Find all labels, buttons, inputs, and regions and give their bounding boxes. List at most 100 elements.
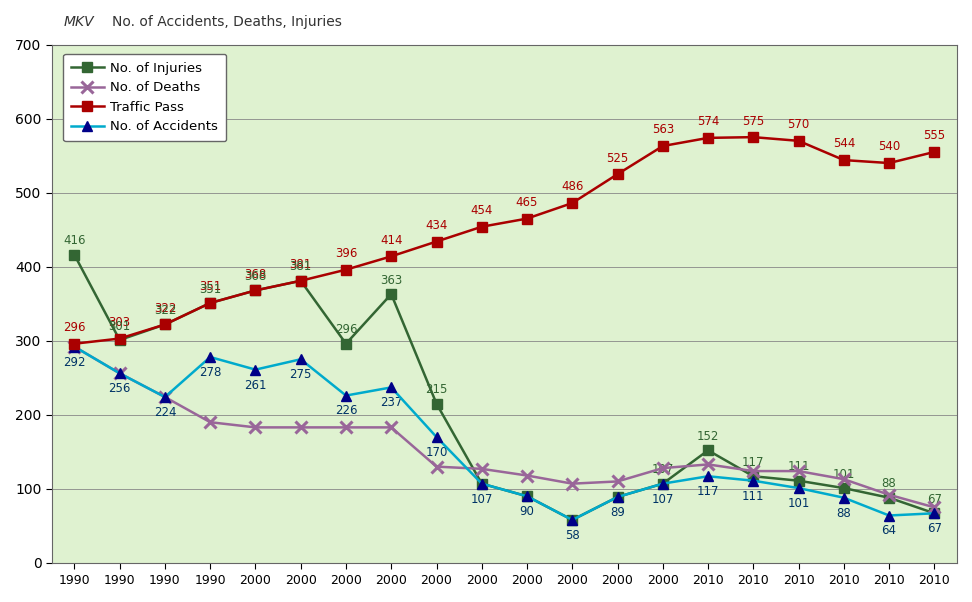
Traffic Pass <box>340 266 352 273</box>
Text: 237: 237 <box>380 396 402 409</box>
Text: 575: 575 <box>743 114 764 128</box>
Text: 368: 368 <box>244 270 266 283</box>
No. of Accidents <box>295 356 306 363</box>
Text: 111: 111 <box>787 461 810 473</box>
Text: 215: 215 <box>426 383 448 396</box>
Text: 351: 351 <box>199 282 222 296</box>
No. of Accidents <box>793 485 805 492</box>
Text: 88: 88 <box>837 507 851 520</box>
No. of Injuries <box>884 494 895 501</box>
No. of Deaths <box>340 424 352 431</box>
Line: Traffic Pass: Traffic Pass <box>70 132 939 349</box>
No. of Injuries <box>295 277 306 284</box>
No. of Injuries <box>747 473 759 480</box>
Text: 101: 101 <box>787 497 810 510</box>
Text: 117: 117 <box>697 485 719 498</box>
Text: 381: 381 <box>290 258 312 271</box>
Text: 296: 296 <box>334 323 358 337</box>
Text: 544: 544 <box>833 137 855 150</box>
No. of Injuries <box>204 299 216 306</box>
Text: 555: 555 <box>923 129 946 142</box>
Traffic Pass <box>69 340 81 347</box>
Text: 434: 434 <box>426 219 448 232</box>
No. of Accidents <box>611 494 623 501</box>
No. of Deaths <box>69 343 81 350</box>
No. of Accidents <box>250 366 261 373</box>
Traffic Pass <box>204 299 216 306</box>
No. of Accidents <box>567 517 578 524</box>
No. of Accidents <box>884 512 895 519</box>
Text: 64: 64 <box>882 524 896 538</box>
No. of Injuries <box>793 477 805 485</box>
No. of Deaths <box>611 478 623 485</box>
No. of Deaths <box>793 468 805 475</box>
Text: 89: 89 <box>610 506 625 519</box>
Text: 292: 292 <box>63 356 86 368</box>
Text: MKV: MKV <box>63 15 94 29</box>
Text: 363: 363 <box>380 274 402 287</box>
Traffic Pass <box>476 223 488 231</box>
Text: 152: 152 <box>697 430 719 443</box>
Traffic Pass <box>657 143 669 150</box>
No. of Injuries <box>611 494 623 501</box>
No. of Deaths <box>747 468 759 475</box>
Text: 322: 322 <box>154 304 176 317</box>
No. of Injuries <box>250 287 261 294</box>
No. of Injuries <box>386 291 398 298</box>
No. of Injuries <box>657 480 669 487</box>
No. of Accidents <box>114 370 125 377</box>
Text: 563: 563 <box>651 123 674 137</box>
Traffic Pass <box>611 170 623 178</box>
Text: 296: 296 <box>63 321 86 334</box>
Text: 322: 322 <box>154 302 176 315</box>
Text: 486: 486 <box>561 181 583 193</box>
No. of Deaths <box>476 465 488 473</box>
No. of Deaths <box>838 476 850 483</box>
Text: 540: 540 <box>878 140 900 154</box>
No. of Accidents <box>431 433 442 441</box>
No. of Deaths <box>114 370 125 377</box>
No. of Deaths <box>431 463 442 470</box>
Text: 465: 465 <box>516 196 538 209</box>
Traffic Pass <box>295 277 306 284</box>
No. of Accidents <box>702 473 713 480</box>
Text: 226: 226 <box>334 405 358 417</box>
Line: No. of Deaths: No. of Deaths <box>69 341 940 513</box>
Text: 368: 368 <box>244 268 266 281</box>
No. of Deaths <box>204 418 216 426</box>
Text: 396: 396 <box>334 247 357 260</box>
No. of Accidents <box>340 392 352 399</box>
Traffic Pass <box>250 287 261 294</box>
No. of Deaths <box>159 394 171 401</box>
Legend: No. of Injuries, No. of Deaths, Traffic Pass, No. of Accidents: No. of Injuries, No. of Deaths, Traffic … <box>63 54 226 141</box>
Text: 67: 67 <box>927 522 942 535</box>
Text: 278: 278 <box>199 366 222 379</box>
No. of Deaths <box>928 504 940 511</box>
Text: No. of Accidents, Deaths, Injuries: No. of Accidents, Deaths, Injuries <box>112 15 341 29</box>
No. of Injuries <box>521 492 533 500</box>
No. of Deaths <box>295 424 306 431</box>
No. of Injuries <box>340 340 352 347</box>
Traffic Pass <box>386 253 398 260</box>
Traffic Pass <box>747 134 759 141</box>
Traffic Pass <box>928 148 940 155</box>
Traffic Pass <box>702 134 713 141</box>
Text: 170: 170 <box>426 446 448 459</box>
Text: 416: 416 <box>63 234 86 247</box>
Traffic Pass <box>114 335 125 342</box>
No. of Deaths <box>702 461 713 468</box>
No. of Accidents <box>657 480 669 487</box>
Traffic Pass <box>567 199 578 206</box>
No. of Accidents <box>521 492 533 500</box>
Text: 275: 275 <box>290 368 312 381</box>
Text: 58: 58 <box>565 529 579 542</box>
No. of Deaths <box>386 424 398 431</box>
No. of Injuries <box>838 485 850 492</box>
Text: 224: 224 <box>154 406 176 419</box>
Text: 454: 454 <box>470 204 493 217</box>
No. of Accidents <box>204 353 216 361</box>
Text: 107: 107 <box>470 492 493 506</box>
No. of Accidents <box>159 394 171 401</box>
Traffic Pass <box>159 321 171 328</box>
No. of Injuries <box>431 400 442 408</box>
